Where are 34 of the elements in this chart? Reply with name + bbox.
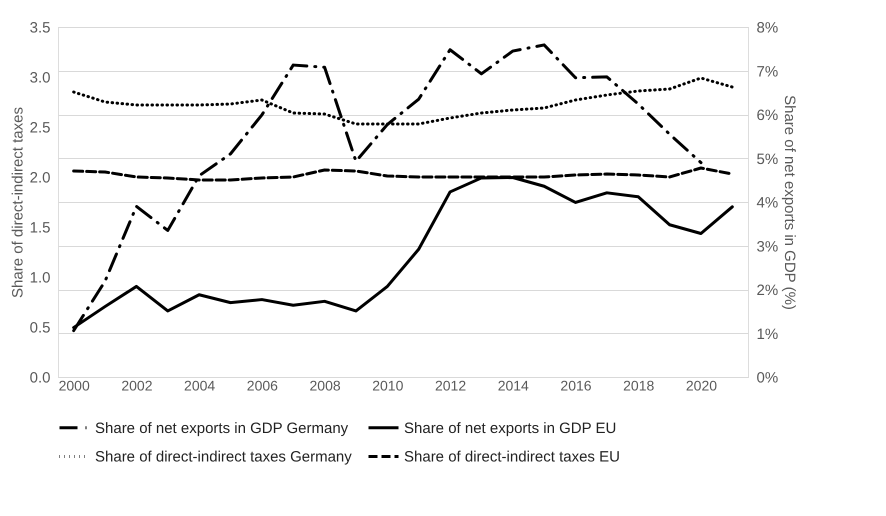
y-tick-label: 2.5: [30, 120, 50, 136]
x-tick-label: 2000: [58, 378, 90, 394]
x-tick-label: 2002: [121, 378, 153, 394]
y-tick-label: 3.0: [30, 70, 50, 86]
x-tick-label: 2018: [623, 378, 655, 394]
legend-label: Share of net exports in GDP Germany: [95, 420, 349, 437]
y2-tick-label: 3%: [756, 238, 778, 256]
y2-tick-label: 4%: [756, 194, 778, 212]
y2-tick-label: 2%: [756, 282, 778, 299]
y2-tick-label: 0%: [756, 370, 778, 386]
y-tick-label: 1.5: [30, 220, 50, 236]
y-tick-label: 2.0: [30, 170, 50, 186]
y2-tick-label: 6%: [756, 107, 778, 124]
y2-axis-title: Share of net exports in GDP (%): [781, 95, 798, 310]
x-tick-label: 2012: [434, 378, 466, 394]
y-axis-title: Share of direct-indirect taxes: [10, 107, 27, 298]
x-tick-label: 2014: [498, 378, 530, 394]
y-tick-label: 0.0: [30, 370, 50, 386]
legend-label: Share of net exports in GDP EU: [404, 420, 616, 437]
legend-label: Share of direct-indirect taxes Germany: [95, 448, 352, 466]
y-tick-label: 1.0: [30, 270, 50, 286]
x-tick-label: 2008: [310, 378, 341, 394]
y2-tick-label: 1%: [756, 326, 778, 343]
x-tick-label: 2006: [246, 378, 278, 394]
y2-tick-label: 5%: [756, 150, 778, 168]
x-tick-label: 2016: [560, 378, 592, 394]
y-tick-label: 3.5: [30, 20, 50, 36]
x-tick-label: 2010: [372, 378, 404, 394]
legend-label: Share of direct-indirect taxes EU: [404, 448, 620, 466]
x-tick-label: 2020: [686, 378, 718, 394]
y2-tick-label: 7%: [756, 63, 778, 80]
x-tick-label: 2004: [184, 378, 216, 394]
y-tick-label: 0.5: [30, 320, 50, 336]
y2-tick-label: 8%: [756, 20, 778, 36]
